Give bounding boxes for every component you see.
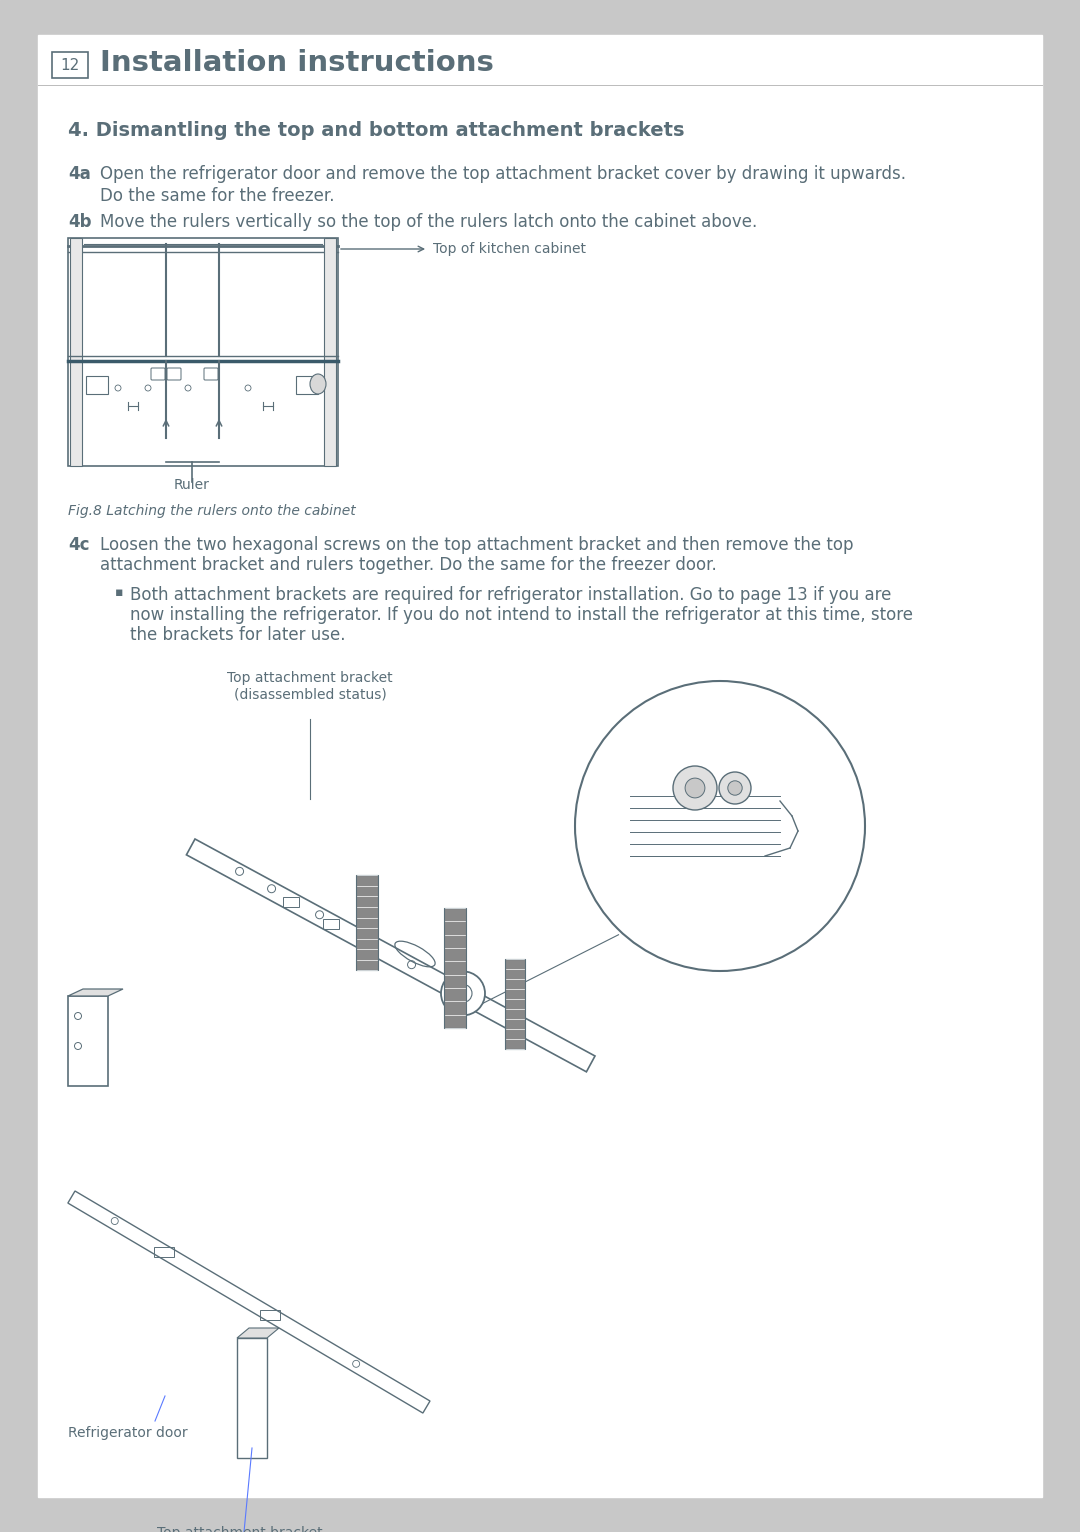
Text: ▪: ▪ (114, 587, 123, 599)
Bar (153, 1247, 174, 1258)
Bar (68, 996, 108, 1086)
Circle shape (673, 766, 717, 810)
Text: Do the same for the freezer.: Do the same for the freezer. (100, 187, 335, 205)
Text: attachment bracket and rulers together. Do the same for the freezer door.: attachment bracket and rulers together. … (100, 556, 717, 574)
Bar (70, 237, 82, 466)
Text: Both attachment brackets are required for refrigerator installation. Go to page : Both attachment brackets are required fo… (130, 587, 891, 604)
Bar (237, 1337, 267, 1458)
FancyBboxPatch shape (204, 368, 218, 380)
Text: 4c: 4c (68, 536, 90, 555)
Polygon shape (187, 840, 595, 1072)
Text: Top attachment bracket
(disassembled status): Top attachment bracket (disassembled sta… (227, 671, 393, 702)
Text: Open the refrigerator door and remove the top attachment bracket cover by drawin: Open the refrigerator door and remove th… (100, 165, 906, 182)
Ellipse shape (310, 374, 326, 394)
Polygon shape (237, 1328, 279, 1337)
Text: Top of kitchen cabinet: Top of kitchen cabinet (433, 242, 586, 256)
Text: 4a: 4a (68, 165, 91, 182)
Text: Move the rulers vertically so the top of the rulers latch onto the cabinet above: Move the rulers vertically so the top of… (100, 213, 757, 231)
Bar (323, 919, 339, 928)
Polygon shape (68, 990, 123, 996)
Bar (356, 875, 378, 970)
Bar (52, 52, 87, 78)
FancyBboxPatch shape (167, 368, 181, 380)
Text: Installation instructions: Installation instructions (100, 49, 494, 77)
Text: 4b: 4b (68, 213, 92, 231)
Text: Fig.8 Latching the rulers onto the cabinet: Fig.8 Latching the rulers onto the cabin… (68, 504, 355, 518)
Circle shape (728, 781, 742, 795)
Text: Ruler: Ruler (174, 478, 210, 492)
Circle shape (719, 772, 751, 804)
Circle shape (685, 778, 705, 798)
Polygon shape (68, 1190, 430, 1413)
Bar (68, 237, 338, 466)
Circle shape (575, 682, 865, 971)
Text: 12: 12 (60, 58, 80, 72)
Bar (444, 908, 465, 1028)
Circle shape (455, 970, 463, 977)
FancyBboxPatch shape (151, 368, 165, 380)
Bar (283, 898, 299, 907)
Text: the brackets for later use.: the brackets for later use. (130, 627, 346, 643)
Text: now installing the refrigerator. If you do not intend to install the refrigerato: now installing the refrigerator. If you … (130, 607, 913, 624)
Bar (505, 959, 525, 1048)
Circle shape (441, 971, 485, 1016)
Text: 4. Dismantling the top and bottom attachment brackets: 4. Dismantling the top and bottom attach… (68, 121, 685, 139)
Bar (296, 375, 318, 394)
Bar (260, 1310, 280, 1321)
Text: Top attachment bracket
(assembled status): Top attachment bracket (assembled status… (158, 1526, 323, 1532)
Bar (86, 375, 108, 394)
Text: Refrigerator door: Refrigerator door (68, 1426, 188, 1440)
Bar (324, 237, 336, 466)
Text: Loosen the two hexagonal screws on the top attachment bracket and then remove th: Loosen the two hexagonal screws on the t… (100, 536, 853, 555)
